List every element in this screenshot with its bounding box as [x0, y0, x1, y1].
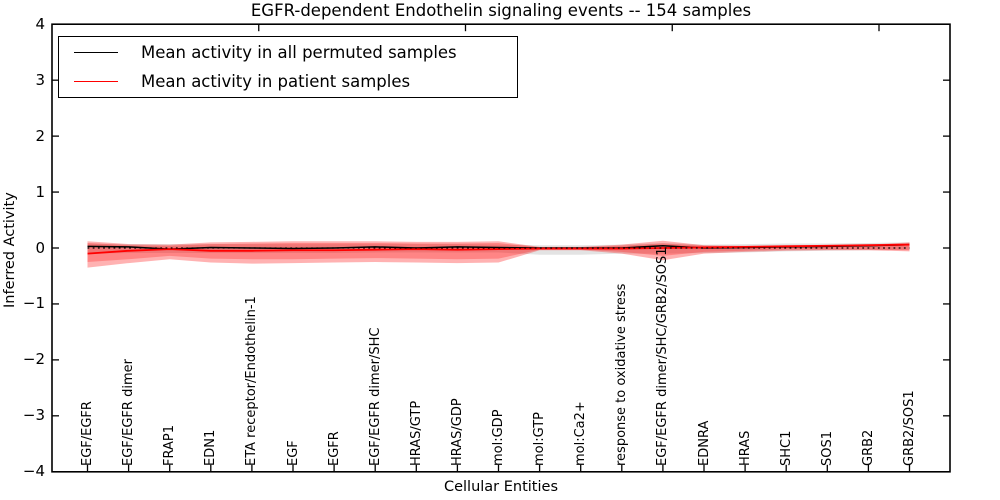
- x-tick-label: GRB2: [860, 429, 876, 466]
- x-tick-label: EGFR: [326, 431, 342, 466]
- x-tick-label: EDNRA: [696, 420, 712, 466]
- y-tick-label: 4: [35, 14, 45, 33]
- x-tick-label: HRAS/GTP: [408, 400, 424, 466]
- chart-title: EGFR-dependent Endothelin signaling even…: [250, 1, 752, 20]
- y-tick-label: 1: [35, 182, 45, 201]
- patient-line-swatch-icon: [74, 81, 118, 83]
- x-tick-label: ETA receptor/Endothelin-1: [244, 296, 260, 466]
- x-tick-label: SOS1: [819, 430, 835, 466]
- x-tick-label: mol:Ca2+: [573, 401, 589, 466]
- series-line-patient: [87, 243, 910, 255]
- y-tick-label: −2: [22, 350, 45, 369]
- x-tick-label: EGF/EGFR dimer/SHC: [367, 327, 383, 466]
- y-tick-label: −3: [22, 406, 45, 425]
- x-tick-label: EGF/EGFR dimer: [121, 359, 137, 466]
- x-tick-label: EGF/EGFR dimer/SHC/GRB2/SOS1: [655, 247, 671, 467]
- y-tick-label: 0: [35, 238, 45, 257]
- y-tick-label: 2: [35, 126, 45, 145]
- x-tick-label: EGF/EGFR: [80, 401, 95, 466]
- x-tick-label: HRAS/GDP: [449, 398, 465, 466]
- x-tick-label: mol:GDP: [491, 409, 506, 466]
- legend-label-permuted: Mean activity in all permuted samples: [141, 42, 457, 62]
- x-tick-label: mol:GTP: [532, 412, 548, 466]
- x-tick-label: EGF: [285, 440, 301, 466]
- y-tick-label: 3: [35, 70, 45, 89]
- y-tick-label: −4: [22, 462, 45, 481]
- permuted-line-swatch-icon: [74, 51, 118, 53]
- legend-item-patient: Mean activity in patient samples: [59, 68, 517, 96]
- x-tick-label: SHC1: [778, 430, 794, 466]
- legend-label-patient: Mean activity in patient samples: [141, 72, 411, 92]
- y-tick-label: −1: [22, 294, 45, 313]
- x-tick-label: FRAP1: [162, 425, 178, 466]
- legend: Mean activity in all permuted samples Me…: [58, 36, 518, 98]
- legend-item-permuted: Mean activity in all permuted samples: [59, 38, 517, 66]
- x-tick-label: EDN1: [203, 429, 219, 466]
- x-axis-label: Cellular Entities: [443, 479, 559, 495]
- x-tick-label: response to oxidative stress: [614, 283, 630, 466]
- x-tick-label: GRB2/SOS1: [902, 390, 917, 466]
- x-tick-label: HRAS: [737, 430, 753, 466]
